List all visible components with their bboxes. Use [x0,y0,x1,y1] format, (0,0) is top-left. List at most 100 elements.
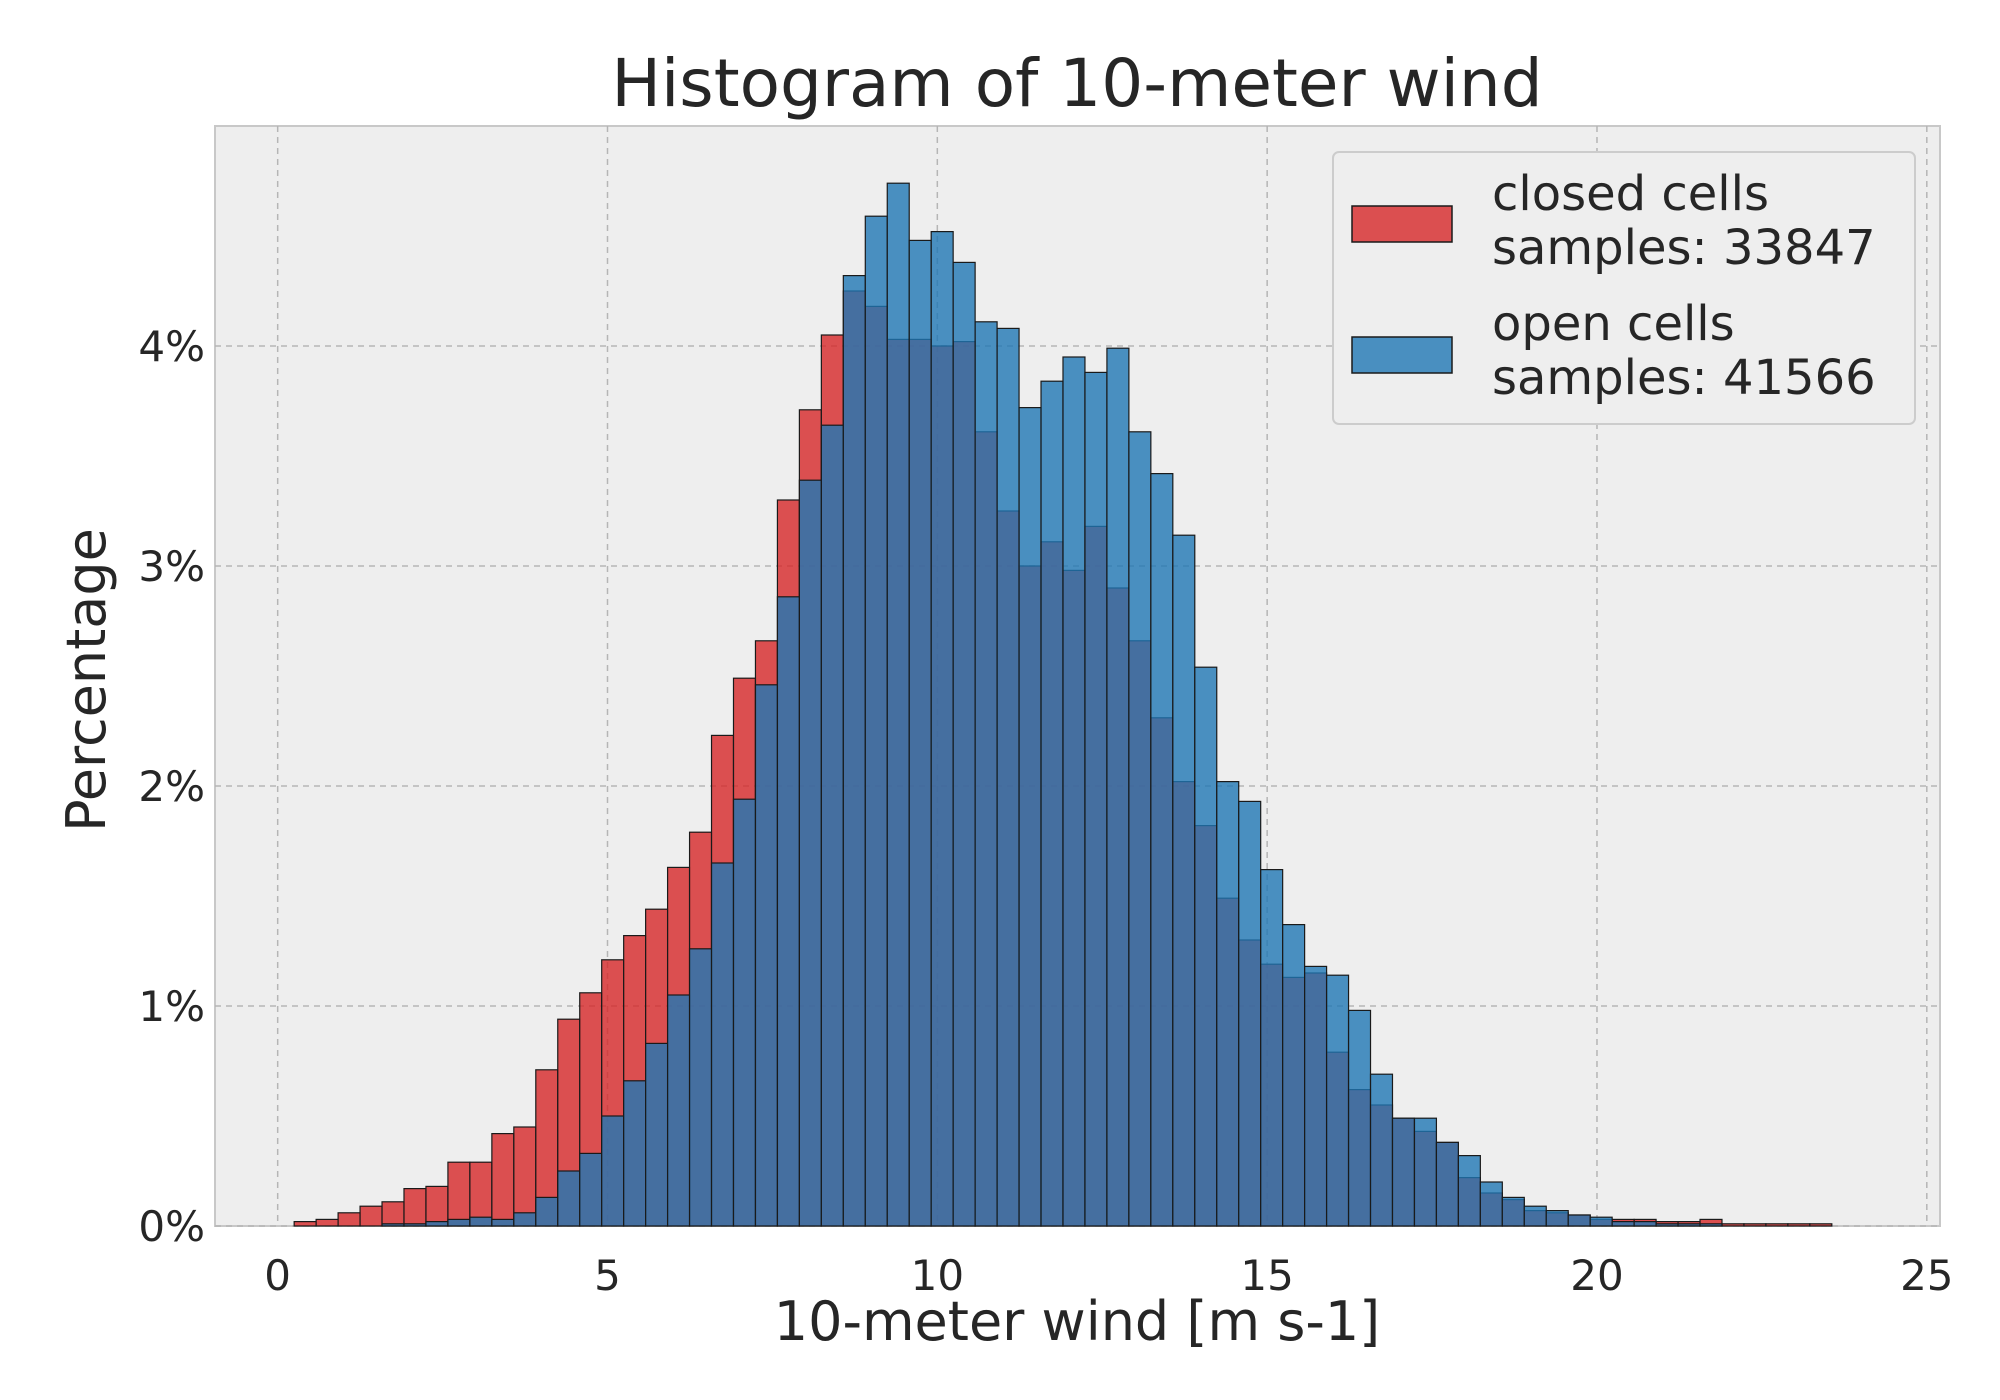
x-tick-label: 25 [1900,1251,1953,1300]
y-tick-label: 1% [138,982,205,1031]
bar-open-cells [579,1152,603,1227]
bar-open-cells [1128,431,1152,1227]
bar-open-cells [688,948,713,1227]
bar-open-cells [886,182,910,1227]
legend-samples-closed-cells: samples: 33847 [1492,220,1876,276]
bar-open-cells [1457,1154,1481,1227]
bar-open-cells [1172,534,1196,1227]
bar-open-cells [1655,1223,1679,1227]
bar-open-cells [732,798,757,1227]
bar-open-cells [601,1115,625,1227]
bar-open-cells [952,261,976,1227]
bar-open-cells [1325,974,1350,1227]
bar-open-cells [1589,1216,1613,1227]
bar-closed-cells [1743,1223,1767,1227]
x-tick-label: 15 [1240,1251,1293,1300]
bar-open-cells [469,1216,493,1227]
chart-title: Histogram of 10-meter wind [611,45,1542,122]
x-tick-labels: 0 5 10 15 20 25 [264,1251,1953,1300]
bar-open-cells [1282,923,1306,1227]
bar-closed-cells [1765,1223,1789,1227]
bar-open-cells [1018,407,1042,1227]
bar-open-cells [1567,1214,1591,1227]
bar-open-cells [776,596,800,1227]
histogram-bars [293,182,1833,1227]
x-tick-label: 10 [911,1251,964,1300]
y-tick-label: 4% [138,322,205,371]
legend: closed cells samples: 33847 open cells s… [1332,151,1916,425]
bar-open-cells [1545,1209,1569,1227]
bar-open-cells [425,1220,449,1227]
bar-closed-cells [1787,1223,1811,1227]
bar-open-cells [1238,800,1262,1227]
legend-samples-open-cells: samples: 41566 [1492,350,1876,406]
bar-open-cells [710,862,735,1227]
bar-closed-cells [381,1201,405,1227]
legend-box [1332,151,1916,425]
bar-open-cells [381,1223,405,1227]
bar-closed-cells [315,1218,339,1227]
bar-closed-cells [337,1212,361,1227]
bar-open-cells [491,1218,515,1227]
bar-open-cells [1677,1223,1701,1227]
x-tick-label: 0 [264,1251,291,1300]
bar-open-cells [1633,1220,1657,1227]
bar-open-cells [1611,1220,1635,1227]
bar-open-cells [513,1212,537,1227]
bar-closed-cells [293,1220,317,1227]
bar-open-cells [557,1170,581,1227]
bar-open-cells [447,1218,471,1227]
bar-open-cells [1216,780,1240,1227]
x-tick-label: 20 [1570,1251,1623,1300]
bar-open-cells [666,994,691,1227]
bar-open-cells [1150,473,1174,1227]
bar-open-cells [1347,1009,1372,1227]
bar-open-cells [754,684,779,1227]
bar-open-cells [1194,666,1218,1227]
y-tick-label: 2% [138,762,205,811]
bar-open-cells [864,215,888,1227]
bar-open-cells [1523,1205,1547,1227]
bar-open-cells [1391,1117,1416,1227]
bar-open-cells [623,1080,647,1227]
bar-closed-cells [425,1185,449,1227]
bar-closed-cells [1721,1223,1745,1227]
bar-closed-cells [403,1187,427,1227]
bar-open-cells [1699,1223,1723,1227]
bar-closed-cells [469,1161,493,1227]
bar-open-cells [1084,371,1108,1227]
bar-closed-cells [1809,1223,1833,1227]
bar-open-cells [1413,1117,1438,1227]
bar-open-cells [1062,356,1086,1227]
x-tick-label: 5 [594,1251,621,1300]
bar-open-cells [1106,347,1130,1227]
legend-label-open-cells: open cells [1492,296,1735,352]
bar-open-cells [996,327,1020,1227]
y-tick-label: 0% [138,1202,205,1251]
bar-open-cells [645,1042,669,1227]
bar-closed-cells [513,1126,537,1227]
bar-open-cells [1435,1141,1459,1227]
bar-closed-cells [359,1205,383,1227]
bar-open-cells [1501,1196,1525,1227]
bar-open-cells [820,424,844,1227]
legend-swatch-closed-cells [1351,205,1453,243]
bar-closed-cells [491,1132,515,1227]
bar-open-cells [974,321,998,1227]
legend-label-closed-cells: closed cells [1492,166,1769,222]
bar-open-cells [798,479,822,1227]
bar-open-cells [842,275,866,1227]
bar-open-cells [1040,380,1064,1227]
y-tick-label: 3% [138,542,205,591]
bar-open-cells [930,231,954,1227]
y-tick-labels: 0% 1% 2% 3% 4% [138,322,205,1251]
bar-open-cells [908,239,932,1227]
bar-open-cells [1479,1181,1503,1227]
bar-open-cells [1304,965,1328,1227]
bar-open-cells [535,1196,559,1227]
x-axis-label: 10-meter wind [m s-1] [774,1290,1381,1353]
bar-open-cells [1369,1073,1394,1227]
bar-open-cells [403,1223,427,1227]
legend-swatch-open-cells [1351,336,1453,374]
